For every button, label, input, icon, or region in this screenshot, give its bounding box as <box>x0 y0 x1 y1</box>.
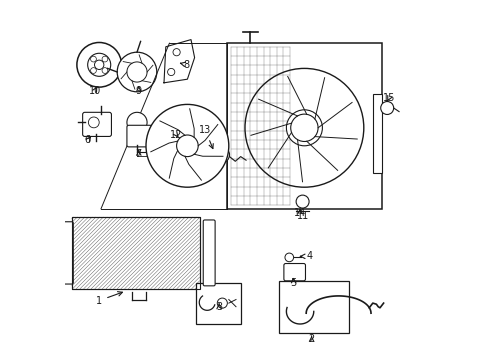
Bar <box>196 283 242 324</box>
Circle shape <box>91 68 97 73</box>
Circle shape <box>102 68 108 73</box>
Text: 11: 11 <box>296 211 309 221</box>
Circle shape <box>88 117 99 128</box>
Text: 10: 10 <box>89 86 101 96</box>
Circle shape <box>127 112 147 132</box>
Circle shape <box>95 60 104 69</box>
Circle shape <box>91 56 97 62</box>
Text: 6: 6 <box>85 135 91 145</box>
Circle shape <box>176 135 198 157</box>
Circle shape <box>146 104 229 187</box>
Text: 15: 15 <box>383 93 395 103</box>
Circle shape <box>218 151 225 158</box>
Text: 9: 9 <box>136 86 142 96</box>
Circle shape <box>217 298 227 308</box>
Polygon shape <box>164 40 195 83</box>
Circle shape <box>381 102 393 114</box>
Text: 3: 3 <box>216 302 222 312</box>
Text: 13: 13 <box>199 125 213 149</box>
Text: 5: 5 <box>291 278 297 288</box>
FancyBboxPatch shape <box>83 112 111 136</box>
FancyBboxPatch shape <box>284 264 305 281</box>
Text: 2: 2 <box>309 334 315 344</box>
Text: 4: 4 <box>300 251 313 261</box>
Circle shape <box>173 49 180 56</box>
Circle shape <box>127 62 147 82</box>
Circle shape <box>214 147 229 163</box>
Text: 1: 1 <box>96 292 122 306</box>
Circle shape <box>245 68 364 187</box>
Circle shape <box>296 195 309 208</box>
Bar <box>72 217 199 289</box>
FancyBboxPatch shape <box>127 125 152 147</box>
Circle shape <box>88 53 111 76</box>
Text: 12: 12 <box>171 130 183 140</box>
Bar <box>279 281 349 333</box>
Bar <box>72 217 199 289</box>
Circle shape <box>117 52 157 92</box>
Text: 14: 14 <box>294 208 306 218</box>
Bar <box>227 43 382 209</box>
Circle shape <box>77 42 122 87</box>
FancyBboxPatch shape <box>63 222 74 284</box>
Circle shape <box>286 110 322 146</box>
FancyBboxPatch shape <box>203 220 215 286</box>
Circle shape <box>291 114 318 141</box>
Circle shape <box>285 253 294 262</box>
Circle shape <box>168 68 175 76</box>
Text: 7: 7 <box>136 149 142 159</box>
Bar <box>373 94 382 173</box>
Circle shape <box>102 56 108 62</box>
Text: 8: 8 <box>180 60 190 70</box>
